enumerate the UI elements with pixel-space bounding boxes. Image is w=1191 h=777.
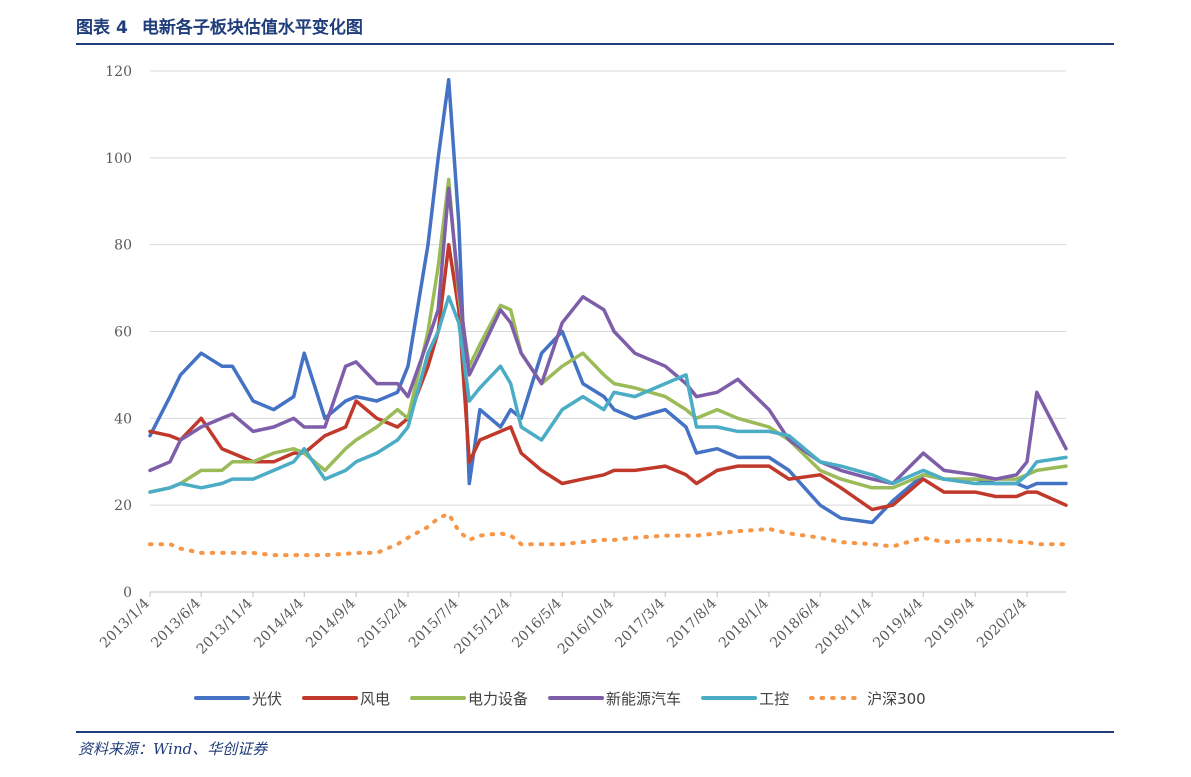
- series-line-1: [148, 242, 1068, 512]
- x-tick-label: 2019/9/4: [922, 595, 978, 651]
- y-tick-label: 60: [114, 325, 132, 341]
- source-divider: [76, 731, 1114, 733]
- x-tick-label: 2014/4/4: [251, 595, 307, 651]
- series-line-4: [148, 295, 1068, 494]
- x-tick-label: 2018/11/4: [813, 595, 875, 657]
- x-tick-label: 2017/3/4: [612, 595, 668, 651]
- y-tick-label: 80: [114, 238, 132, 254]
- series-line-2: [148, 177, 1068, 494]
- x-tick-label: 2018/6/4: [767, 595, 823, 651]
- x-tick-label: 2013/11/4: [194, 595, 256, 657]
- y-tick-label: 120: [105, 64, 132, 80]
- legend: 光伏 风电 电力设备 新能源汽车 工控 沪深300: [194, 690, 926, 708]
- legend-label: 工控: [759, 690, 789, 708]
- source-note: 资料来源：Wind、华创证券: [78, 740, 268, 758]
- gridlines: [150, 70, 1066, 506]
- x-tick-label: 2020/2/4: [974, 595, 1030, 651]
- figure-title-prefix: 图表: [76, 18, 110, 38]
- figure-title-text: 电新各子板块估值水平变化图: [141, 18, 363, 38]
- x-tick-label: 2016/10/4: [555, 595, 617, 657]
- title-divider: [76, 43, 1114, 45]
- x-tick-label: 2019/4/4: [870, 595, 926, 651]
- y-axis: 0 20 40 60 80 100 120: [105, 64, 132, 601]
- series-line-5: [148, 511, 1068, 558]
- legend-label: 电力设备: [468, 690, 528, 708]
- legend-label: 沪深300: [867, 690, 926, 708]
- y-tick-label: 100: [105, 151, 132, 167]
- y-tick-label: 20: [114, 498, 132, 514]
- x-tick-label: 2018/1/4: [716, 595, 772, 651]
- x-tick-label: 2017/8/4: [664, 595, 720, 651]
- plot-area: [148, 77, 1068, 558]
- x-axis: 2013/1/42013/6/42013/11/42014/4/42014/9/…: [97, 591, 1066, 658]
- legend-label: 新能源汽车: [606, 690, 681, 708]
- y-tick-label: 40: [114, 411, 132, 427]
- y-tick-label: 0: [123, 585, 132, 601]
- legend-label: 风电: [360, 690, 390, 708]
- series-line-3: [148, 186, 1068, 486]
- x-tick-label: 2013/1/4: [97, 595, 153, 651]
- x-tick-label: 2015/2/4: [355, 595, 411, 651]
- x-tick-label: 2015/7/4: [406, 595, 462, 651]
- figure-title: 图表 4 电新各子板块估值水平变化图: [76, 14, 363, 42]
- x-tick-label: 2016/5/4: [509, 595, 565, 651]
- x-tick-label: 2013/6/4: [148, 595, 204, 651]
- figure-number: 4: [116, 18, 128, 38]
- legend-label: 光伏: [252, 690, 282, 708]
- x-tick-label: 2014/9/4: [303, 595, 359, 651]
- x-tick-label: 2015/12/4: [451, 595, 513, 657]
